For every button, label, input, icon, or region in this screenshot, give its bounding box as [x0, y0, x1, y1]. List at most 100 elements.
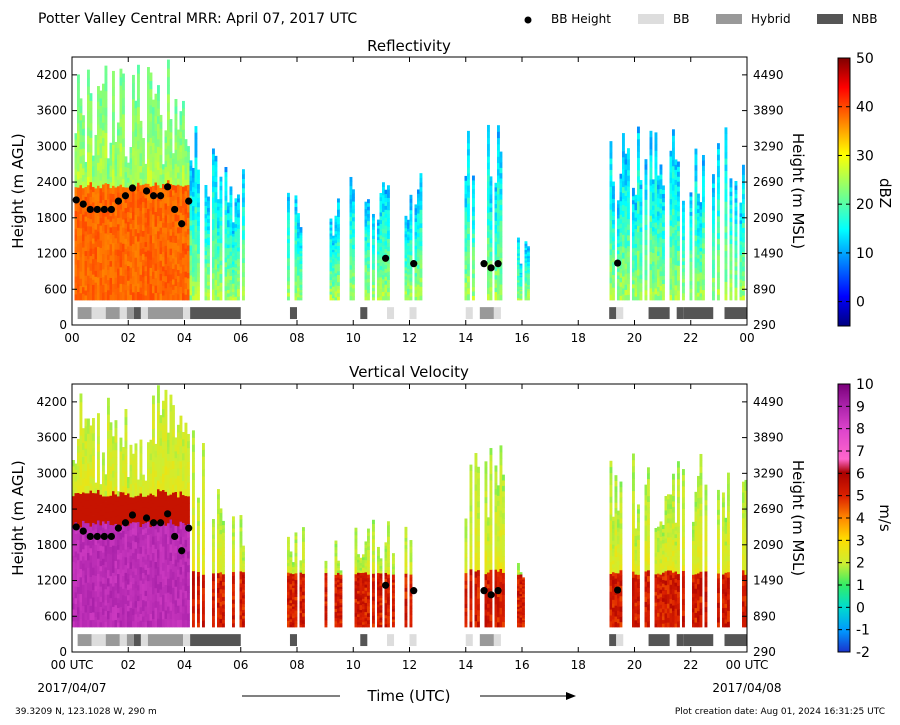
heatmap-cell — [139, 152, 143, 160]
heatmap-cell — [154, 218, 158, 227]
heatmap-cell — [154, 285, 158, 294]
heatmap-cell — [82, 555, 85, 564]
heatmap-cell — [174, 127, 178, 136]
heatmap-cell — [97, 215, 100, 224]
heatmap-cell — [497, 281, 500, 288]
heatmap-cell — [622, 258, 625, 265]
heatmap-cell — [674, 224, 678, 231]
heatmap-cell — [644, 219, 648, 225]
heatmap-cell — [124, 156, 128, 162]
heatmap-cell — [164, 154, 168, 162]
y-tick-label: 0 — [59, 318, 67, 332]
heatmap-cell — [734, 253, 738, 258]
heatmap-cell — [119, 586, 123, 594]
heatmap-cell — [124, 494, 128, 503]
heatmap-cell — [364, 289, 368, 294]
heatmap-cell — [187, 245, 190, 251]
heatmap-cell — [489, 180, 493, 186]
heatmap-cell — [87, 492, 90, 501]
heatmap-cell — [332, 272, 335, 276]
heatmap-cell — [654, 228, 658, 235]
heatmap-cell — [92, 455, 95, 464]
heatmap-cell — [242, 253, 245, 259]
heatmap-cell — [409, 239, 413, 245]
heatmap-cell — [87, 258, 90, 268]
heatmap-cell — [329, 288, 333, 292]
heatmap-cell — [407, 274, 410, 278]
heatmap-cell — [294, 277, 298, 282]
heatmap-cell — [472, 219, 475, 225]
heatmap-cell — [82, 293, 85, 301]
heatmap-cell — [94, 246, 98, 254]
heatmap-cell — [407, 279, 410, 284]
heatmap-cell — [337, 245, 340, 250]
heatmap-cell — [124, 289, 128, 296]
heatmap-cell — [729, 265, 733, 270]
heatmap-cell — [207, 229, 210, 234]
heatmap-cell — [229, 210, 233, 216]
heatmap-cell — [142, 219, 145, 226]
heatmap-cell — [167, 467, 170, 475]
heatmap-cell — [682, 204, 685, 209]
heatmap-cell — [187, 146, 190, 152]
heatmap-cell — [154, 607, 158, 615]
heatmap-cell — [702, 222, 705, 228]
heatmap-cell — [224, 285, 228, 291]
heatmap-cell — [134, 463, 138, 471]
heatmap-cell — [134, 515, 138, 523]
heatmap-cell — [149, 606, 153, 615]
heatmap-cell — [152, 214, 155, 222]
heatmap-cell — [119, 275, 123, 284]
heatmap-cell — [717, 182, 720, 189]
heatmap-cell — [414, 289, 418, 294]
heatmap-cell — [729, 278, 733, 283]
heatmap-cell — [127, 250, 130, 257]
heatmap-cell — [104, 528, 108, 535]
heatmap-cell — [134, 502, 138, 510]
heatmap-cell — [622, 246, 625, 253]
heatmap-cell — [179, 158, 183, 166]
heatmap-cell — [742, 237, 745, 243]
heatmap-cell — [127, 216, 130, 222]
heatmap-cell — [232, 291, 235, 295]
heatmap-cell — [82, 280, 85, 288]
heatmap-cell — [697, 242, 700, 248]
heatmap-cell — [137, 605, 140, 612]
heatmap-cell — [82, 214, 85, 222]
heatmap-cell — [219, 273, 223, 279]
heatmap-cell — [74, 162, 78, 170]
heatmap-cell — [694, 213, 698, 220]
heatmap-cell — [657, 179, 660, 185]
heatmap-cell — [119, 176, 123, 185]
heatmap-cell — [349, 256, 353, 261]
heatmap-cell — [162, 290, 165, 296]
heatmap-cell — [149, 283, 153, 293]
heatmap-cell — [164, 618, 168, 628]
heatmap-cell — [227, 272, 230, 276]
heatmap-cell — [92, 462, 95, 471]
heatmap-cell — [162, 408, 165, 418]
heatmap-cell — [669, 236, 673, 242]
heatmap-cell — [84, 235, 88, 242]
heatmap-cell — [464, 264, 468, 270]
heatmap-cell — [212, 213, 215, 220]
heatmap-cell — [139, 165, 143, 173]
heatmap-cell — [129, 457, 133, 465]
bright-band-segment — [676, 307, 684, 320]
heatmap-cell — [632, 283, 635, 289]
heatmap-cell — [382, 278, 385, 284]
heatmap-cell — [147, 100, 150, 110]
heatmap-cell — [149, 473, 153, 481]
heatmap-cell — [627, 229, 630, 236]
heatmap-cell — [127, 196, 130, 203]
heatmap-cell — [337, 209, 340, 214]
heatmap-cell — [489, 291, 493, 296]
heatmap-cell — [377, 219, 380, 223]
heatmap-cell — [162, 618, 165, 628]
heatmap-cell — [104, 550, 108, 557]
heatmap-cell — [337, 216, 340, 221]
heatmap-cell — [87, 118, 90, 128]
heatmap-cell — [117, 122, 120, 130]
heatmap-cell — [114, 530, 118, 539]
heatmap-cell — [137, 182, 140, 192]
